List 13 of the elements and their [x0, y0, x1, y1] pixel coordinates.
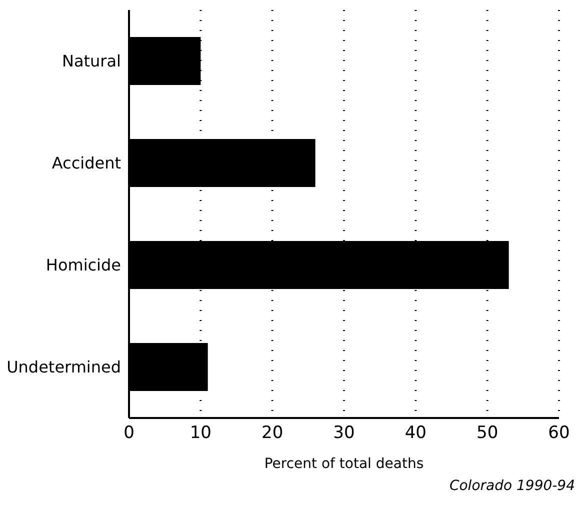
x-tick-label: 0	[124, 423, 134, 444]
x-tick-label: 60	[548, 423, 570, 444]
y-tick-label: Homicide	[46, 256, 121, 275]
y-tick-label: Accident	[52, 154, 121, 173]
x-tick-label: 10	[190, 423, 212, 444]
y-tick-label: Natural	[62, 52, 121, 71]
x-tick-label: 50	[476, 423, 498, 444]
text: Colorado 1990-94	[449, 478, 575, 494]
x-tick-label: 20	[262, 423, 284, 444]
y-tick-label: Undetermined	[6, 358, 121, 377]
x-tick-label: 40	[404, 423, 426, 444]
x-tick-label: 30	[333, 423, 355, 444]
x-axis-title: Percent of total deaths	[264, 456, 424, 472]
